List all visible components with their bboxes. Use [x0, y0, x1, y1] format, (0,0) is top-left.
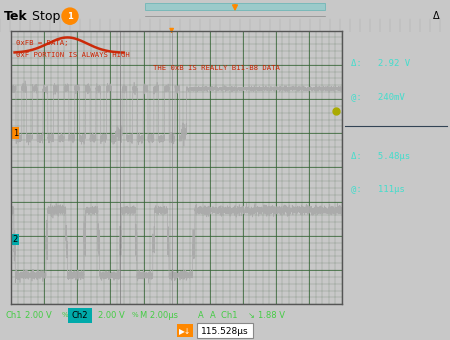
Text: 1: 1	[67, 12, 73, 21]
Text: Ch1: Ch1	[5, 311, 22, 320]
Text: 2: 2	[13, 235, 18, 244]
Text: Δ:   2.92 V: Δ: 2.92 V	[351, 59, 410, 68]
Text: 115.528μs: 115.528μs	[201, 327, 249, 336]
Text: 2.00 V: 2.00 V	[98, 311, 125, 320]
Text: 2.00 V: 2.00 V	[25, 311, 52, 320]
Text: @:   111μs: @: 111μs	[351, 185, 405, 194]
Text: %: %	[132, 312, 139, 319]
Text: Ch2: Ch2	[72, 311, 88, 320]
Text: 0xFB = DATA;: 0xFB = DATA;	[16, 40, 69, 46]
Text: Stop: Stop	[28, 10, 60, 23]
Text: Tek: Tek	[4, 10, 28, 23]
Text: M 2.00μs: M 2.00μs	[140, 311, 178, 320]
Text: ▶↓: ▶↓	[179, 327, 191, 336]
Text: 1.88 V: 1.88 V	[258, 311, 285, 320]
Bar	[197, 323, 253, 338]
Text: A  Ch1: A Ch1	[210, 311, 238, 320]
Bar	[68, 308, 92, 323]
Text: ↘: ↘	[248, 311, 255, 320]
Text: Δ: Δ	[433, 11, 440, 21]
Circle shape	[62, 8, 78, 24]
Text: @:   240mV: @: 240mV	[351, 92, 405, 101]
Bar	[145, 3, 325, 10]
Text: THE 0xB IS REALLY B11-B8 DATA: THE 0xB IS REALLY B11-B8 DATA	[153, 65, 280, 71]
Text: 0xF PORTION IS ALWAYS HIGH: 0xF PORTION IS ALWAYS HIGH	[16, 52, 130, 58]
Text: 1: 1	[13, 129, 18, 138]
Text: Δ:   5.48μs: Δ: 5.48μs	[351, 152, 410, 161]
Text: %: %	[62, 312, 68, 319]
Text: A: A	[198, 311, 204, 320]
Bar	[177, 324, 193, 337]
